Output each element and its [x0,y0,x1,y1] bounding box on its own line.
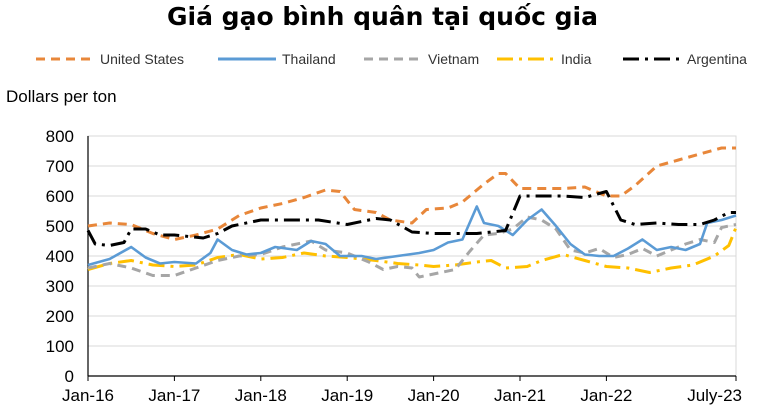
y-tick-label: 0 [65,367,74,386]
y-tick-label: 100 [46,337,74,356]
series-line-argentina [86,190,736,247]
legend-label: Vietnam [428,51,479,67]
legend-label: Thailand [282,51,336,67]
y-tick-label: 500 [46,217,74,236]
x-tick-label: Jan-17 [148,386,200,405]
y-tick-label: 800 [46,127,74,146]
series-group [86,146,738,279]
y-tick-label: 400 [46,247,74,266]
gridlines [87,135,736,377]
series-line-india [87,226,738,274]
y-tick-label: 200 [46,307,74,326]
legend-item-india: India [497,51,592,67]
series-line-vietnam [87,215,737,279]
legend-item-argentina: Argentina [623,51,747,67]
legend: United States Thailand Vietnam India Argenti… [36,51,747,67]
legend-label: Argentina [687,51,747,67]
y-axis-ticks: 0 100 200 300 400 500 600 700 800 [46,127,74,386]
legend-item-vietnam: Vietnam [364,51,479,67]
legend-item-united-states: United States [36,51,184,67]
chart-title: Giá gạo bình quân tại quốc gia [167,2,598,31]
x-tick-label: July-23 [687,386,742,405]
y-tick-label: 300 [46,277,74,296]
x-tick-label: Jan-19 [321,386,373,405]
y-tick-label: 600 [46,187,74,206]
x-tick-label: Jan-18 [235,386,287,405]
series-line-thailand [87,205,737,267]
x-axis-ticks: Jan-16 Jan-17 Jan-18 Jan-19 Jan-20 Jan-21 Jan-… [62,376,742,405]
legend-label: India [561,51,592,67]
y-tick-label: 700 [46,157,74,176]
x-tick-label: Jan-22 [580,386,632,405]
series-line-united-states [87,146,736,241]
legend-item-thailand: Thailand [218,51,336,67]
x-tick-label: Jan-20 [408,386,460,405]
x-tick-label: Jan-21 [494,386,546,405]
legend-label: United States [100,51,184,67]
y-axis-unit-label: Dollars per ton [6,87,117,106]
x-tick-label: Jan-16 [62,386,114,405]
